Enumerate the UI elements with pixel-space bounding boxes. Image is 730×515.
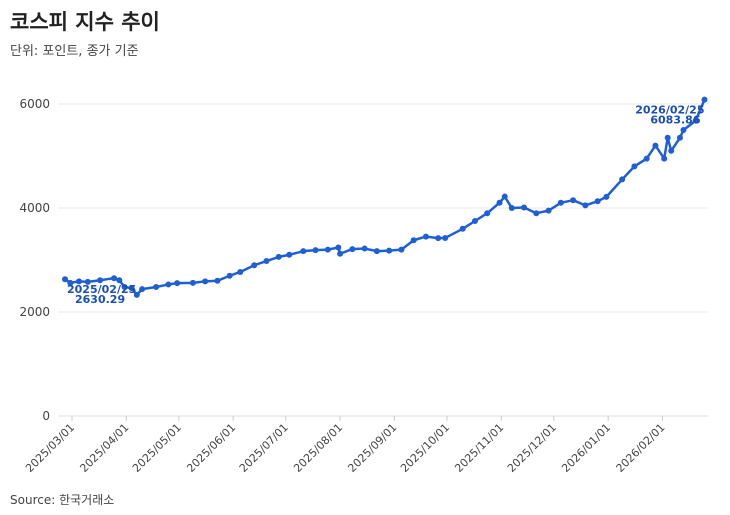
x-tick-label: 2025/07/01 [237, 421, 291, 475]
data-point [286, 251, 293, 258]
data-point [337, 250, 344, 257]
data-point [237, 268, 244, 275]
x-tick-label: 2025/04/01 [77, 421, 131, 475]
data-point [680, 127, 687, 133]
data-point [582, 202, 589, 209]
data-point [84, 278, 91, 285]
data-point [410, 237, 417, 244]
x-tick-label: 2025/03/01 [23, 421, 77, 475]
data-point [121, 284, 128, 291]
chart-subtitle: 단위: 포인트, 종가 기준 [10, 44, 139, 59]
data-point [501, 193, 508, 200]
data-point [570, 197, 577, 204]
y-tick-label: 2000 [19, 305, 50, 319]
data-point [76, 278, 83, 285]
data-point [349, 246, 356, 253]
annotation-start-value: 2630.29 [75, 293, 125, 306]
x-tick-label: 2025/05/01 [130, 421, 184, 475]
data-point [335, 244, 342, 251]
y-tick-label: 4000 [19, 201, 50, 215]
x-tick-label: 2025/11/01 [452, 421, 506, 475]
data-point [97, 277, 104, 284]
data-point [116, 277, 123, 284]
annotation-end-value: 6083.86 [650, 114, 700, 127]
data-point [275, 253, 282, 260]
data-point [251, 262, 258, 269]
data-point [202, 278, 209, 285]
data-point [643, 155, 650, 162]
data-point [652, 142, 659, 149]
annotation-start-date: 2025/02/25 [67, 283, 136, 296]
data-point [668, 147, 675, 154]
source-note: Source: 한국거래소 [10, 493, 115, 507]
data-point [521, 204, 528, 211]
data-point [631, 163, 638, 170]
x-tick-label: 2025/06/01 [184, 421, 238, 475]
data-point [619, 176, 626, 183]
data-point [664, 134, 671, 141]
y-tick-label: 6000 [19, 97, 50, 111]
data-point [676, 134, 683, 141]
data-point [557, 199, 564, 206]
data-point [603, 193, 610, 200]
data-point [139, 286, 146, 293]
x-tick-label: 2025/08/01 [291, 421, 345, 475]
data-point [386, 247, 393, 254]
data-point [435, 235, 442, 242]
data-point [133, 291, 140, 298]
x-tick-label: 2025/09/01 [345, 421, 399, 475]
data-point [471, 218, 478, 224]
data-point [165, 281, 172, 288]
data-point [226, 272, 233, 279]
data-point [533, 210, 540, 217]
data-point [361, 245, 368, 252]
data-point [398, 246, 405, 253]
data-point [111, 275, 118, 282]
data-point [701, 96, 708, 103]
data-point [153, 284, 160, 291]
data-point [214, 277, 221, 284]
data-point [594, 198, 601, 205]
data-point [545, 207, 552, 214]
data-point [189, 279, 196, 286]
y-tick-label: 0 [42, 409, 50, 423]
data-point [661, 155, 668, 162]
data-point [263, 258, 270, 265]
x-tick-label: 2025/10/01 [398, 421, 452, 475]
x-tick-label: 2026/02/01 [614, 421, 668, 475]
data-point [422, 233, 429, 240]
x-tick-label: 2025/12/01 [505, 421, 559, 475]
data-point [442, 234, 449, 241]
data-point [459, 225, 466, 232]
annotation-end-date: 2026/02/25 [635, 104, 704, 117]
data-point [174, 280, 181, 287]
data-point [484, 210, 491, 217]
data-point [67, 279, 74, 286]
data-point [62, 276, 69, 283]
data-point [312, 247, 319, 254]
data-point [324, 246, 331, 253]
data-point [300, 248, 307, 255]
data-point [692, 117, 699, 124]
data-point [496, 199, 503, 206]
data-point [508, 205, 515, 211]
data-point [128, 285, 135, 292]
chart-title: 코스피 지수 추이 [10, 10, 160, 34]
x-tick-label: 2026/01/01 [559, 421, 613, 475]
data-point [373, 248, 380, 255]
